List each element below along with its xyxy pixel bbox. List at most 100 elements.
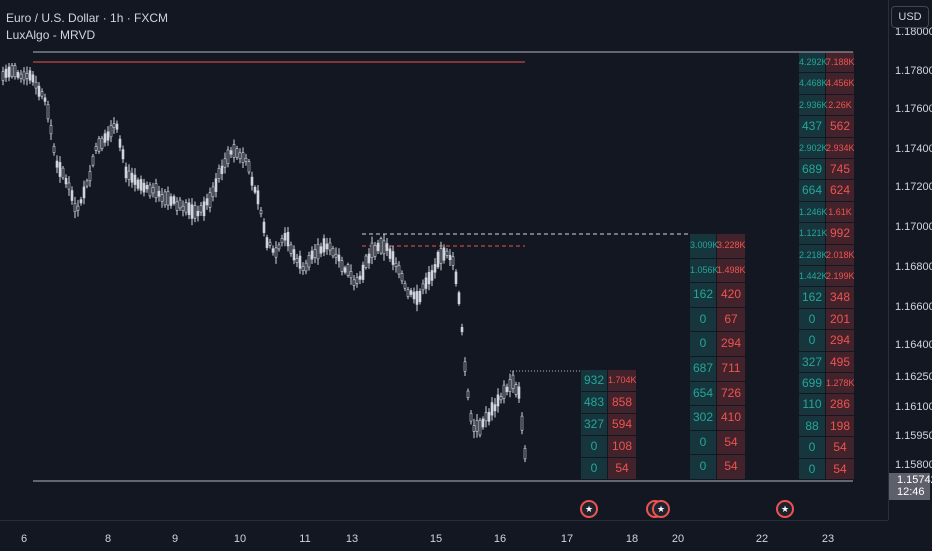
sell-volume-cell: 294 — [717, 332, 745, 356]
candle-body — [133, 174, 137, 185]
candle-body — [10, 65, 14, 77]
candle-body — [253, 186, 257, 193]
candle-body — [136, 179, 140, 189]
candle-body — [25, 73, 29, 79]
buy-volume-cell: 0 — [799, 308, 825, 330]
price-tick-label: 1.17800 — [895, 65, 932, 77]
candle-body — [325, 243, 329, 250]
buy-volume-cell: 162 — [690, 283, 716, 307]
buy-volume-cell: 1.121K — [799, 223, 828, 244]
sell-volume-cell: 495 — [826, 351, 854, 372]
indicator-label[interactable]: LuxAlgo - MRVD — [6, 28, 96, 42]
us-flag-icon[interactable]: ★ — [580, 500, 598, 518]
candle-body — [46, 104, 50, 120]
sell-volume-cell: 54 — [826, 437, 854, 458]
candle-body — [439, 248, 443, 264]
candle-body — [454, 271, 458, 284]
candle-body — [4, 68, 8, 78]
price-tick-label: 1.15950 — [895, 430, 932, 442]
candle-body — [466, 390, 470, 398]
candle-body — [100, 137, 104, 149]
candle-body — [58, 162, 62, 177]
buy-volume-cell: 0 — [581, 458, 607, 479]
candle-body — [241, 152, 245, 163]
candle-body — [178, 199, 182, 209]
candle-body — [448, 255, 452, 261]
candle-body — [205, 198, 209, 206]
candle-body — [517, 386, 521, 399]
time-tick-label: 10 — [233, 533, 247, 545]
buy-volume-cell: 437 — [799, 116, 825, 137]
price-tick-label: 1.17000 — [895, 221, 932, 233]
buy-volume-cell: 327 — [581, 414, 607, 435]
candle-body — [142, 182, 146, 193]
price-axis[interactable]: 1.18000 1.17800 1.17600 1.17400 1.17200 1.170… — [888, 0, 932, 520]
candle-body — [331, 248, 335, 257]
price-tick-label: 1.17200 — [895, 181, 932, 193]
candle-body — [274, 247, 278, 258]
currency-button[interactable]: USD — [891, 6, 929, 28]
candle-body — [256, 190, 260, 205]
time-tick-label: 6 — [20, 533, 28, 545]
sell-volume-cell: 201 — [826, 308, 854, 330]
candle-body — [199, 205, 203, 213]
candle-body — [505, 386, 509, 393]
price-tick-label: 1.16400 — [895, 339, 932, 351]
candle-body — [298, 255, 302, 269]
time-tick-label: 15 — [429, 533, 443, 545]
chart-area[interactable]: Euro / U.S. Dollar · 1h · FXCM LuxAlgo -… — [0, 0, 888, 520]
buy-volume-cell: 0 — [690, 332, 716, 356]
candle-body — [7, 66, 11, 78]
candle-body — [490, 402, 494, 416]
candle-body — [424, 277, 428, 289]
sell-volume-cell: 2.018K — [826, 244, 855, 265]
candle-body — [289, 244, 293, 254]
sell-volume-cell: 562 — [826, 116, 854, 137]
sell-volume-cell: 54 — [717, 455, 745, 479]
sell-volume-cell: 54 — [717, 430, 745, 455]
candle-body — [130, 172, 134, 183]
candle-body — [82, 186, 86, 199]
candle-body — [268, 241, 272, 246]
candle-body — [427, 272, 431, 285]
candle-body — [469, 413, 473, 422]
candle-body — [19, 73, 23, 79]
us-flag-icon[interactable]: ★ — [776, 500, 794, 518]
buy-volume-cell: 4.292K — [799, 52, 828, 73]
candle-body — [283, 233, 287, 241]
symbol-title[interactable]: Euro / U.S. Dollar · 1h · FXCM — [6, 11, 169, 25]
candle-body — [265, 237, 269, 248]
sell-volume-cell: 992 — [826, 223, 854, 244]
time-axis[interactable] — [0, 520, 888, 551]
candle-body — [112, 123, 116, 128]
us-flag-icon[interactable]: ★ — [652, 500, 670, 518]
price-tick-label: 1.16250 — [895, 371, 932, 383]
candle-body — [472, 425, 476, 432]
sell-volume-cell: 1.278K — [826, 373, 855, 394]
candle-body — [376, 242, 380, 252]
bar-countdown: 12:46 — [897, 486, 925, 498]
candle-body — [355, 277, 359, 284]
candle-body — [214, 178, 218, 192]
candle-body — [415, 291, 419, 305]
sell-volume-cell: 108 — [608, 436, 636, 457]
buy-volume-cell: 932 — [581, 370, 607, 391]
buy-volume-cell: 1.056K — [690, 258, 719, 283]
time-tick-label: 17 — [560, 533, 574, 545]
candle-body — [172, 196, 176, 204]
candle-body — [328, 242, 332, 251]
candle-body — [514, 384, 518, 395]
sell-volume-cell: 4.456K — [826, 73, 855, 94]
price-chart[interactable] — [0, 0, 888, 520]
price-tick-label: 1.17400 — [895, 143, 932, 155]
candle-body — [55, 160, 59, 168]
candle-body — [361, 264, 365, 280]
buy-volume-cell: 2.902K — [799, 137, 828, 158]
time-tick-label: 18 — [625, 533, 639, 545]
candle-body — [442, 247, 446, 261]
candle-body — [76, 205, 80, 211]
candle-body — [211, 186, 215, 197]
candle-body — [37, 85, 41, 97]
candle-body — [286, 231, 290, 247]
candle-body — [94, 146, 98, 151]
